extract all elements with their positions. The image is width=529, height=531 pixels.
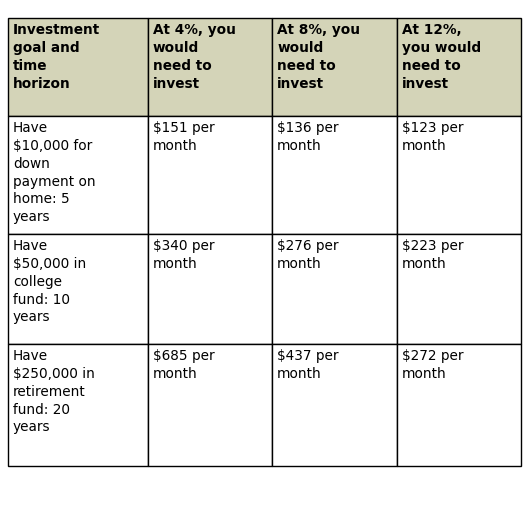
- Bar: [272, 18, 397, 116]
- Text: Have
$50,000 in
college
fund: 10
years: Have $50,000 in college fund: 10 years: [13, 239, 86, 324]
- Text: At 12%,
you would
need to
invest: At 12%, you would need to invest: [402, 23, 481, 91]
- Text: $136 per
month: $136 per month: [277, 121, 339, 153]
- Text: Investment
goal and
time
horizon: Investment goal and time horizon: [13, 23, 101, 91]
- Bar: [272, 234, 397, 344]
- Bar: [148, 18, 272, 116]
- Bar: [272, 116, 397, 234]
- Bar: [8, 234, 148, 344]
- Bar: [397, 116, 521, 234]
- Text: Have
$10,000 for
down
payment on
home: 5
years: Have $10,000 for down payment on home: 5…: [13, 121, 96, 224]
- Bar: [272, 344, 397, 466]
- Text: $276 per
month: $276 per month: [277, 239, 339, 271]
- Bar: [148, 344, 272, 466]
- Bar: [397, 234, 521, 344]
- Text: At 4%, you
would
need to
invest: At 4%, you would need to invest: [152, 23, 235, 91]
- Text: $223 per
month: $223 per month: [402, 239, 463, 271]
- Bar: [148, 234, 272, 344]
- Text: $340 per
month: $340 per month: [152, 239, 214, 271]
- Bar: [8, 116, 148, 234]
- Bar: [397, 18, 521, 116]
- Bar: [397, 344, 521, 466]
- Bar: [148, 116, 272, 234]
- Text: $437 per
month: $437 per month: [277, 349, 339, 381]
- Text: At 8%, you
would
need to
invest: At 8%, you would need to invest: [277, 23, 360, 91]
- Text: $685 per
month: $685 per month: [152, 349, 214, 381]
- Bar: [8, 18, 148, 116]
- Bar: [8, 344, 148, 466]
- Text: $151 per
month: $151 per month: [152, 121, 214, 153]
- Text: $272 per
month: $272 per month: [402, 349, 463, 381]
- Text: $123 per
month: $123 per month: [402, 121, 463, 153]
- Text: Have
$250,000 in
retirement
fund: 20
years: Have $250,000 in retirement fund: 20 yea…: [13, 349, 95, 434]
